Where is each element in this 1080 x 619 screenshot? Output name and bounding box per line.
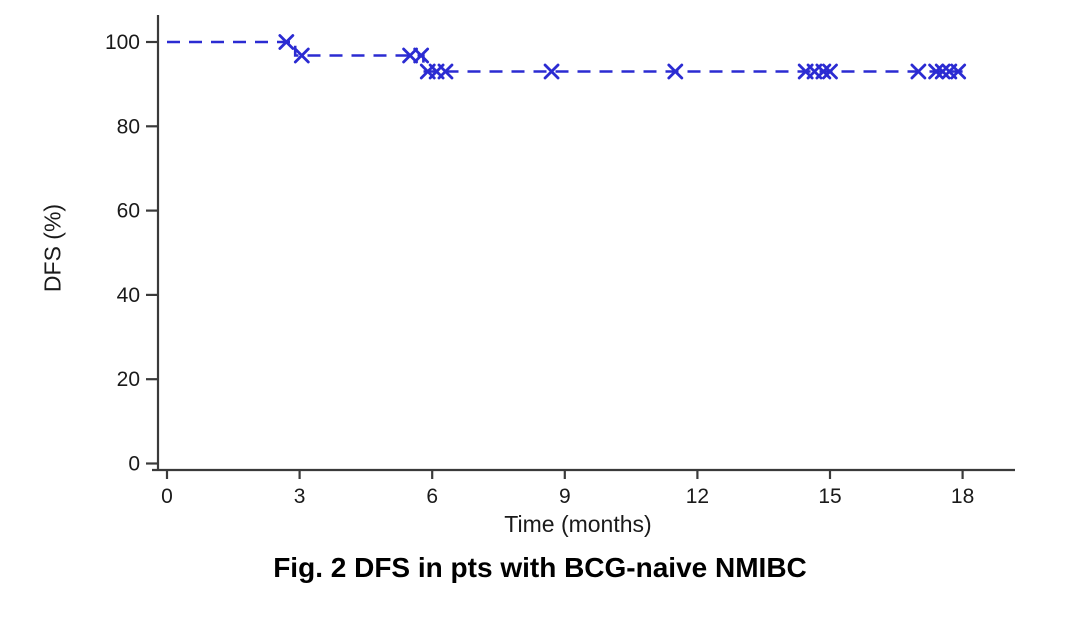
censor-x-icon	[413, 47, 430, 64]
censor-x-icon	[815, 63, 832, 80]
figure-caption: Fig. 2 DFS in pts with BCG-naive NMIBC	[273, 552, 807, 583]
dfs-survival-curve	[167, 40, 963, 73]
censor-x-icon	[822, 63, 838, 80]
x-tick-label: 3	[294, 485, 306, 508]
censor-x-icon	[437, 63, 454, 80]
x-tick-label: 6	[426, 485, 438, 508]
x-tick-label: 15	[818, 485, 841, 508]
y-axis-title: DFS (%)	[39, 203, 66, 293]
censor-x-icon	[293, 47, 310, 64]
censor-x-icon	[667, 63, 684, 80]
x-tick-label: 12	[686, 485, 709, 508]
censor-marks	[278, 34, 967, 80]
axes	[152, 15, 1015, 472]
y-tick-label: 0	[128, 453, 140, 476]
censor-x-icon	[543, 63, 560, 80]
y-tick-label: 100	[105, 31, 140, 54]
y-tick-label: 20	[117, 368, 140, 391]
censor-x-icon	[934, 63, 951, 80]
x-axis-ticks: 0 3 6 9 12 15 18	[161, 470, 974, 508]
x-tick-label: 0	[161, 485, 173, 508]
y-tick-label: 40	[117, 284, 140, 307]
censor-x-icon	[910, 63, 927, 80]
y-tick-label: 80	[117, 115, 140, 138]
censor-x-icon	[278, 34, 295, 50]
x-axis-title: Time (months)	[504, 511, 652, 537]
censor-x-icon	[928, 63, 944, 80]
censor-x-icon	[402, 47, 419, 64]
y-axis-ticks: 0 20 40 60 80 100	[105, 31, 158, 476]
x-tick-label: 9	[559, 485, 571, 508]
x-tick-label: 18	[951, 485, 974, 508]
y-tick-label: 60	[117, 200, 140, 223]
censor-x-icon	[950, 63, 967, 80]
